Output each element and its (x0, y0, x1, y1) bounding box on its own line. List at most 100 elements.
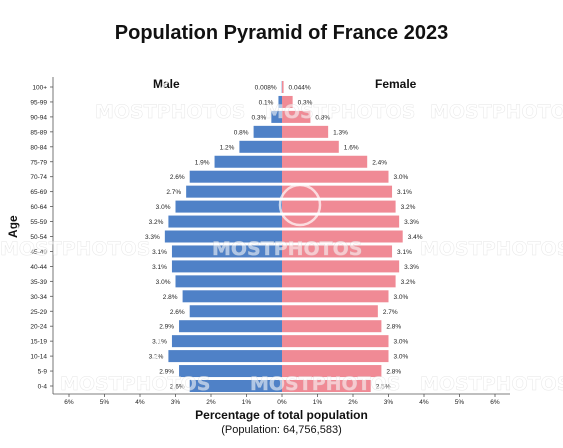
data-label-male: 3.0% (156, 204, 171, 211)
bar-female (282, 350, 389, 363)
bar-female (282, 215, 400, 228)
y-tick-label: 15-19 (30, 339, 47, 346)
bar-male (189, 380, 282, 392)
watermark-logo (428, 50, 472, 94)
data-label-male: 1.9% (195, 159, 210, 166)
x-tick-label: 1% (242, 399, 252, 406)
data-label-female: 1.3% (333, 129, 348, 136)
bar-male (175, 275, 282, 288)
data-label-male: 3.2% (149, 219, 164, 226)
data-label-male: 3.3% (145, 234, 160, 241)
bar-male (171, 260, 282, 273)
bar-male (171, 335, 282, 348)
data-label-female: 1.6% (344, 144, 359, 151)
bar-male (239, 140, 282, 153)
data-label-female: 3.3% (404, 264, 419, 271)
y-tick-label: 90-94 (30, 114, 47, 121)
bar-male (168, 350, 282, 363)
watermark-text: MOSTPHOTOS (250, 373, 400, 395)
bar-female (282, 185, 393, 198)
bar-female (282, 275, 396, 288)
bar-female (282, 125, 329, 138)
data-label-female: 3.1% (397, 249, 412, 256)
y-tick-label: 80-84 (30, 144, 47, 151)
bar-male (164, 230, 282, 243)
watermark-logo (0, 188, 32, 232)
bar-female (282, 140, 339, 153)
data-label-female: 3.1% (397, 189, 412, 196)
bar-female (282, 200, 396, 213)
watermark-text: MOSTPHOTOS (95, 101, 245, 123)
data-label-female: 3.0% (394, 294, 409, 301)
y-tick-label: 85-89 (30, 129, 47, 136)
bar-male (182, 290, 282, 303)
x-tick-label: 4% (135, 399, 145, 406)
data-label-male: 2.6% (170, 384, 185, 391)
y-tick-label: 50-54 (30, 234, 47, 241)
bar-female (282, 95, 293, 108)
bar-female (282, 110, 311, 123)
data-label-male: 1.2% (220, 144, 235, 151)
y-tick-label: 60-64 (30, 204, 47, 211)
bar-female (282, 335, 389, 348)
data-label-male: 0.8% (234, 129, 249, 136)
data-label-female: 2.4% (372, 159, 387, 166)
data-label-male: 3.1% (152, 249, 167, 256)
bar-male (171, 245, 282, 258)
female-label: Female (375, 77, 417, 91)
data-label-female: 3.0% (394, 354, 409, 361)
bar-male (168, 215, 282, 228)
bar-female (282, 320, 382, 333)
data-label-male: 2.8% (163, 294, 178, 301)
bar-male (189, 305, 282, 318)
y-tick-label: 100+ (32, 85, 47, 92)
data-label-female: 3.0% (394, 174, 409, 181)
bar-female (282, 230, 403, 243)
x-axis-label: Percentage of total population (195, 408, 368, 422)
bar-male (214, 155, 282, 168)
bar-male (179, 365, 282, 378)
data-label-female: 3.4% (408, 234, 423, 241)
data-label-male: 2.9% (159, 369, 174, 376)
bar-female (282, 380, 371, 392)
y-tick-label: 5-9 (38, 369, 48, 376)
data-label-male: 2.9% (159, 324, 174, 331)
x-tick-label: 3% (384, 399, 394, 406)
watermark-logo (118, 323, 162, 367)
watermark-text: MOSTPHOTOS (430, 101, 563, 123)
bar-female (282, 155, 368, 168)
bar-male (189, 170, 282, 183)
bar-male (186, 185, 282, 198)
bar-male (278, 95, 282, 108)
data-label-male: 2.7% (166, 189, 181, 196)
data-label-female: 2.7% (383, 309, 398, 316)
watermark-logo (278, 183, 322, 227)
y-tick-label: 40-44 (30, 264, 47, 271)
x-tick-label: 6% (64, 399, 74, 406)
bar-female (282, 365, 382, 378)
data-label-female: 2.8% (386, 324, 401, 331)
population-note: (Population: 64,756,583) (221, 424, 342, 436)
y-tick-label: 95-99 (30, 99, 47, 106)
y-tick-label: 55-59 (30, 219, 47, 226)
bar-male (175, 200, 282, 213)
data-label-female: 3.2% (401, 204, 416, 211)
y-tick-label: 35-39 (30, 279, 47, 286)
x-tick-label: 6% (490, 399, 500, 406)
data-label-male: 0.1% (259, 99, 274, 106)
bar-female (282, 245, 393, 258)
x-tick-label: 1% (313, 399, 323, 406)
data-label-female: 0.3% (298, 99, 313, 106)
watermark-logo (498, 188, 542, 232)
y-tick-label: 25-29 (30, 309, 47, 316)
watermark-logo (128, 50, 172, 94)
bar-female (282, 260, 400, 273)
data-label-female: 0.8% (315, 114, 330, 121)
y-tick-label: 0-4 (38, 384, 48, 391)
watermark-text: MOSTPHOTOS (265, 101, 415, 123)
watermark-text: MOSTPHOTOS (420, 373, 563, 395)
y-tick-label: 10-14 (30, 354, 47, 361)
data-label-male: 0.3% (252, 114, 267, 121)
bar-female (282, 170, 389, 183)
